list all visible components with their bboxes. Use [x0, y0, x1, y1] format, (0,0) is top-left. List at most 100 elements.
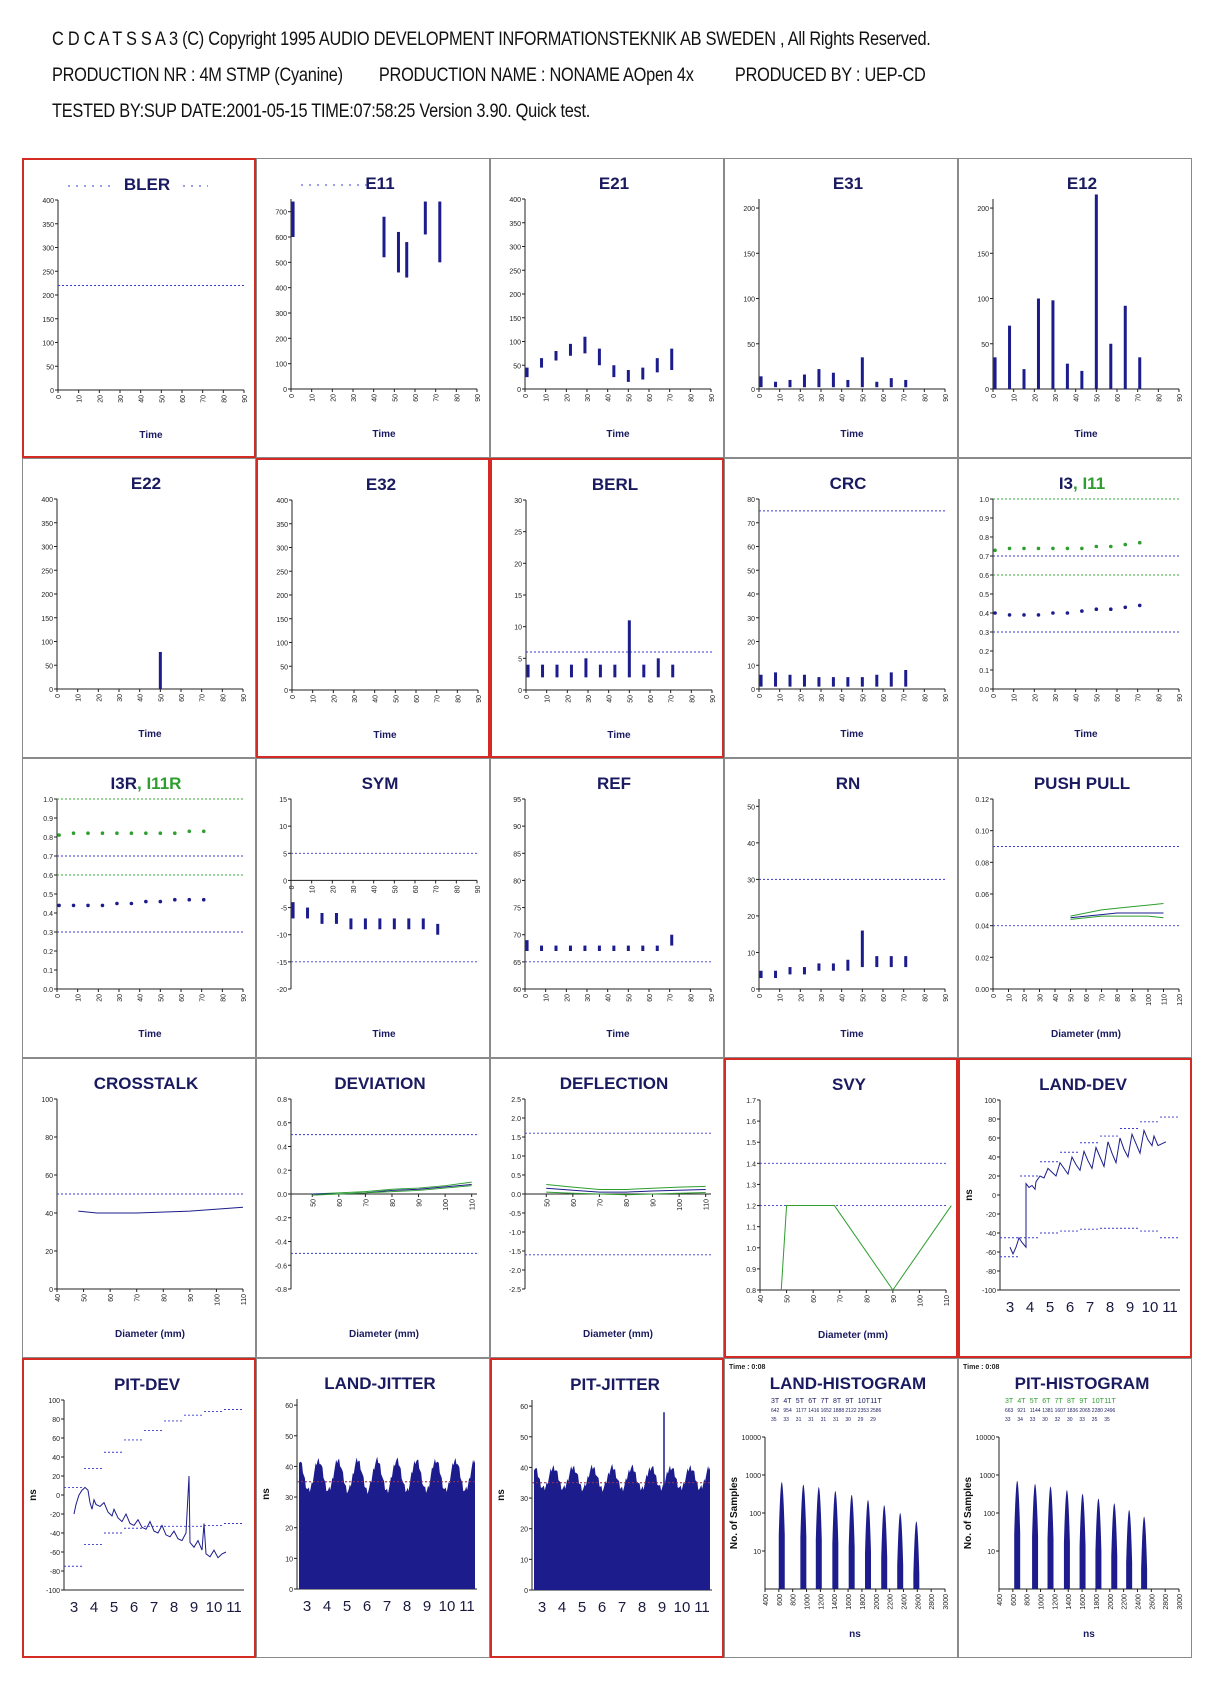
y-axis-label: ns	[964, 1189, 975, 1201]
y-tick-label: 60	[45, 1173, 53, 1180]
hist-mode-label: 7T	[821, 1398, 830, 1405]
x-tick-label: 80	[1156, 694, 1163, 702]
chart-title: E31	[833, 174, 863, 193]
y-tick-label: 10	[514, 625, 522, 632]
data-bar	[1109, 344, 1112, 389]
y-tick-label: 350	[509, 221, 521, 228]
y-tick-label: 0	[992, 1193, 996, 1200]
data-bar	[1080, 371, 1083, 389]
y-tick-label: -20	[277, 987, 287, 994]
title-main: I3R	[111, 774, 137, 793]
x-tick-label: 110	[470, 1199, 477, 1210]
x-tick-label: 10	[778, 994, 785, 1002]
y-tick-label: 300	[276, 546, 288, 553]
chart-title: REF	[597, 774, 631, 793]
hist-ns-label: 2586	[870, 1408, 881, 1414]
y-tick-label: 1000	[745, 1473, 761, 1480]
y-tick-label: 1.0	[746, 1246, 756, 1253]
data-bar	[890, 378, 893, 387]
chart-svg-rn: RN010203040500 10 20 30 40 50 60 70 80 90Time	[725, 759, 959, 1059]
y-tick-label: 1.1	[746, 1225, 756, 1232]
x-tick-label: 80	[688, 994, 695, 1002]
chart-panel-e11: E11 0 100 200 300 400 500 600 700 0 10 20 30 40 50 60 70…	[256, 158, 490, 458]
x-tick-label: 9	[423, 1598, 431, 1615]
y-tick-label: 100	[41, 640, 53, 647]
x-tick-label: 3	[1006, 1299, 1014, 1316]
y-tick-label: 1.6	[746, 1119, 756, 1126]
data-point	[130, 902, 134, 906]
x-tick-label: 2200	[1122, 1594, 1129, 1610]
data-bar	[817, 963, 820, 970]
x-tick-label: 2400	[1135, 1594, 1142, 1610]
x-tick-label: 0	[55, 694, 62, 698]
data-bar	[846, 380, 849, 387]
x-tick-label: 80	[220, 694, 227, 702]
x-tick-label: 40	[373, 695, 380, 703]
chart-title: I3R, I11R	[111, 774, 182, 793]
y-tick-label: 40	[45, 1211, 53, 1218]
chart-title: I3, I11	[1059, 474, 1105, 493]
data-point	[1051, 611, 1055, 615]
y-tick-label: 10	[285, 1556, 293, 1563]
x-tick-label: 30	[117, 694, 124, 702]
y-tick-label: 90	[513, 824, 521, 831]
x-tick-label: 7	[1086, 1299, 1094, 1316]
y-tick-label: 5	[283, 851, 287, 858]
y-tick-label: 150	[743, 251, 755, 258]
x-tick-label: 10	[310, 885, 317, 893]
hist-count-label: 30	[1067, 1417, 1073, 1423]
x-tick-label: 80	[1156, 394, 1163, 402]
data-bar	[541, 665, 544, 678]
data-bar	[555, 946, 558, 951]
y-tick-label: 10	[987, 1549, 995, 1556]
x-tick-label: 1400	[832, 1594, 839, 1610]
y-tick-label: 250	[42, 269, 54, 276]
y-tick-label: 50	[981, 342, 989, 349]
y-tick-label: 80	[52, 1417, 60, 1424]
x-tick-label: 70	[597, 1199, 604, 1207]
x-tick-label: 70	[200, 994, 207, 1002]
x-tick-label: 11	[1162, 1299, 1178, 1316]
y-tick-label: 0.08	[975, 860, 989, 867]
x-tick-label: 50	[158, 994, 165, 1002]
chart-panel-landhist: LAND-HISTOGRAM 10 100 1000 10000 400 600 800 100…	[724, 1358, 958, 1658]
title-main: CRC	[830, 474, 867, 493]
data-bar	[670, 935, 673, 946]
x-tick-label: 60	[881, 394, 888, 402]
x-tick-label: 90	[1177, 394, 1184, 402]
y-tick-label: 0.0	[277, 1192, 287, 1199]
y-tick-label: 0.06	[975, 892, 989, 899]
data-bar	[628, 620, 631, 677]
x-tick-label: 40	[840, 694, 847, 702]
data-bar	[1051, 300, 1054, 389]
y-tick-label: 60	[747, 545, 755, 552]
x-tick-label: 50	[158, 694, 165, 702]
x-tick-label: 20	[331, 695, 338, 703]
y-tick-label: 10000	[976, 1435, 996, 1442]
data-bar	[159, 652, 162, 689]
hist-peak	[1064, 1490, 1070, 1589]
data-line	[78, 1207, 243, 1213]
data-bar	[832, 373, 835, 387]
x-tick-label: 40	[840, 394, 847, 402]
chart-svg-i3i11: I3, I110.00.10.20.30.40.50.60.70.80.91.0…	[959, 459, 1193, 759]
data-point	[72, 831, 76, 835]
hist-peak	[816, 1487, 822, 1589]
x-tick-label: 3	[538, 1599, 546, 1616]
x-tick-label: 10	[439, 1598, 456, 1615]
y-tick-label: 350	[42, 222, 54, 229]
data-point	[57, 904, 61, 908]
y-tick-label: 100	[509, 340, 521, 347]
chart-title: RN	[836, 774, 861, 793]
y-tick-label: 100	[275, 362, 287, 369]
y-tick-label: -0.5	[509, 1211, 521, 1218]
x-tick-label: 20	[96, 694, 103, 702]
x-tick-label: 60	[179, 994, 186, 1002]
y-tick-label: 0.5	[979, 592, 989, 599]
y-tick-label: 50	[285, 1434, 293, 1441]
hist-ns-label: 2065	[1079, 1408, 1090, 1414]
x-tick-label: 40	[1074, 394, 1081, 402]
data-bar	[890, 956, 893, 967]
data-bar	[438, 202, 441, 263]
data-bar	[335, 913, 338, 924]
